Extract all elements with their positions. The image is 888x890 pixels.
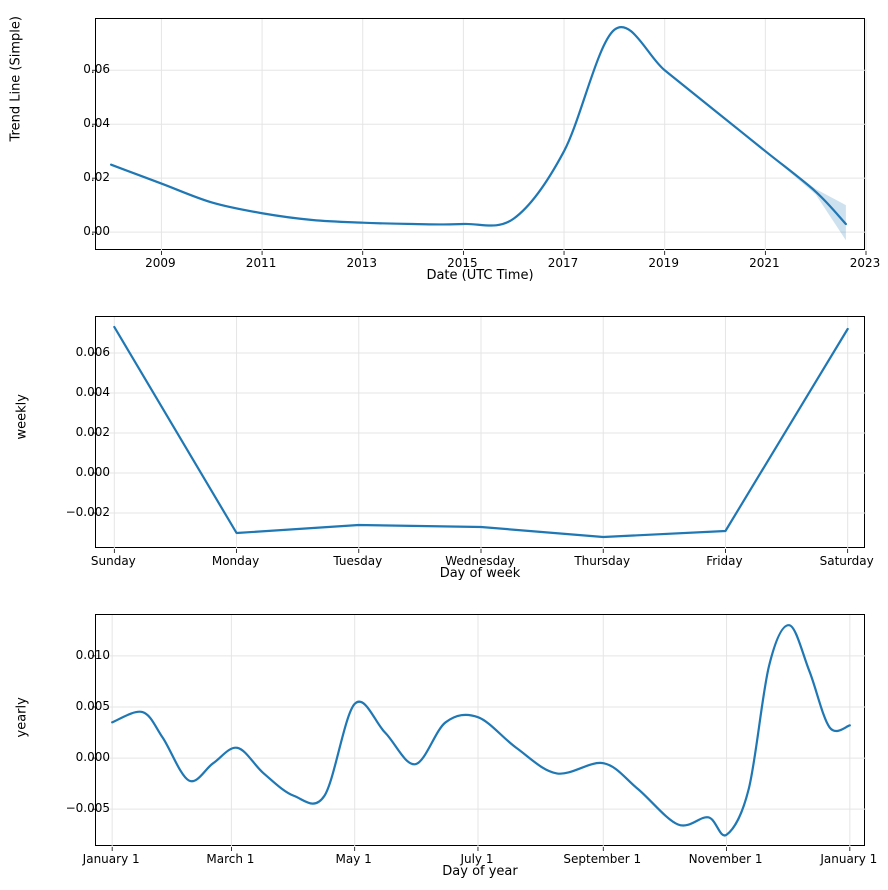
yearly-xtick: January 1: [83, 852, 140, 866]
yearly-xtick: May 1: [336, 852, 372, 866]
trend-xtick: 2013: [346, 256, 377, 270]
weekly-chart: [96, 317, 866, 549]
trend-xlabel: Date (UTC Time): [95, 268, 865, 283]
weekly-xlabel: Day of week: [95, 566, 865, 581]
trend-ytick: 0.06: [30, 62, 110, 76]
weekly-xtick: Saturday: [820, 554, 874, 568]
weekly-ytick: 0.004: [30, 385, 110, 399]
trend-xtick: 2019: [648, 256, 679, 270]
trend-panel: [95, 18, 865, 250]
trend-xtick: 2009: [145, 256, 176, 270]
trend-ylabel: Trend Line (Simple): [9, 122, 24, 142]
weekly-ytick: 0.000: [30, 465, 110, 479]
yearly-xtick: November 1: [689, 852, 763, 866]
yearly-ytick: 0.010: [30, 648, 110, 662]
trend-xtick: 2023: [850, 256, 881, 270]
weekly-xtick: Thursday: [574, 554, 630, 568]
weekly-ytick: −0.002: [30, 505, 110, 519]
yearly-ytick: −0.005: [30, 801, 110, 815]
weekly-xtick: Tuesday: [333, 554, 382, 568]
trend-chart: [96, 19, 866, 251]
trend-ytick: 0.00: [30, 224, 110, 238]
weekly-panel: [95, 316, 865, 548]
trend-ytick: 0.02: [30, 170, 110, 184]
weekly-xtick: Friday: [706, 554, 742, 568]
weekly-ytick: 0.002: [30, 425, 110, 439]
trend-xtick: 2017: [548, 256, 579, 270]
trend-xtick: 2021: [749, 256, 780, 270]
yearly-chart: [96, 615, 866, 847]
weekly-ytick: 0.006: [30, 345, 110, 359]
yearly-ytick: 0.005: [30, 699, 110, 713]
yearly-panel: [95, 614, 865, 846]
yearly-xtick: September 1: [563, 852, 641, 866]
yearly-xlabel: Day of year: [95, 864, 865, 879]
weekly-ylabel: weekly: [15, 420, 30, 440]
weekly-xtick: Wednesday: [445, 554, 514, 568]
trend-xtick: 2011: [246, 256, 277, 270]
weekly-xtick: Sunday: [91, 554, 136, 568]
figure: Trend Line (Simple) Date (UTC Time) 0.00…: [0, 0, 888, 890]
yearly-ylabel: yearly: [15, 718, 30, 738]
yearly-ytick: 0.000: [30, 750, 110, 764]
yearly-xtick: January 1: [820, 852, 877, 866]
weekly-xtick: Monday: [212, 554, 259, 568]
yearly-xtick: March 1: [206, 852, 254, 866]
trend-xtick: 2015: [447, 256, 478, 270]
trend-ytick: 0.04: [30, 116, 110, 130]
yearly-xtick: July 1: [460, 852, 493, 866]
